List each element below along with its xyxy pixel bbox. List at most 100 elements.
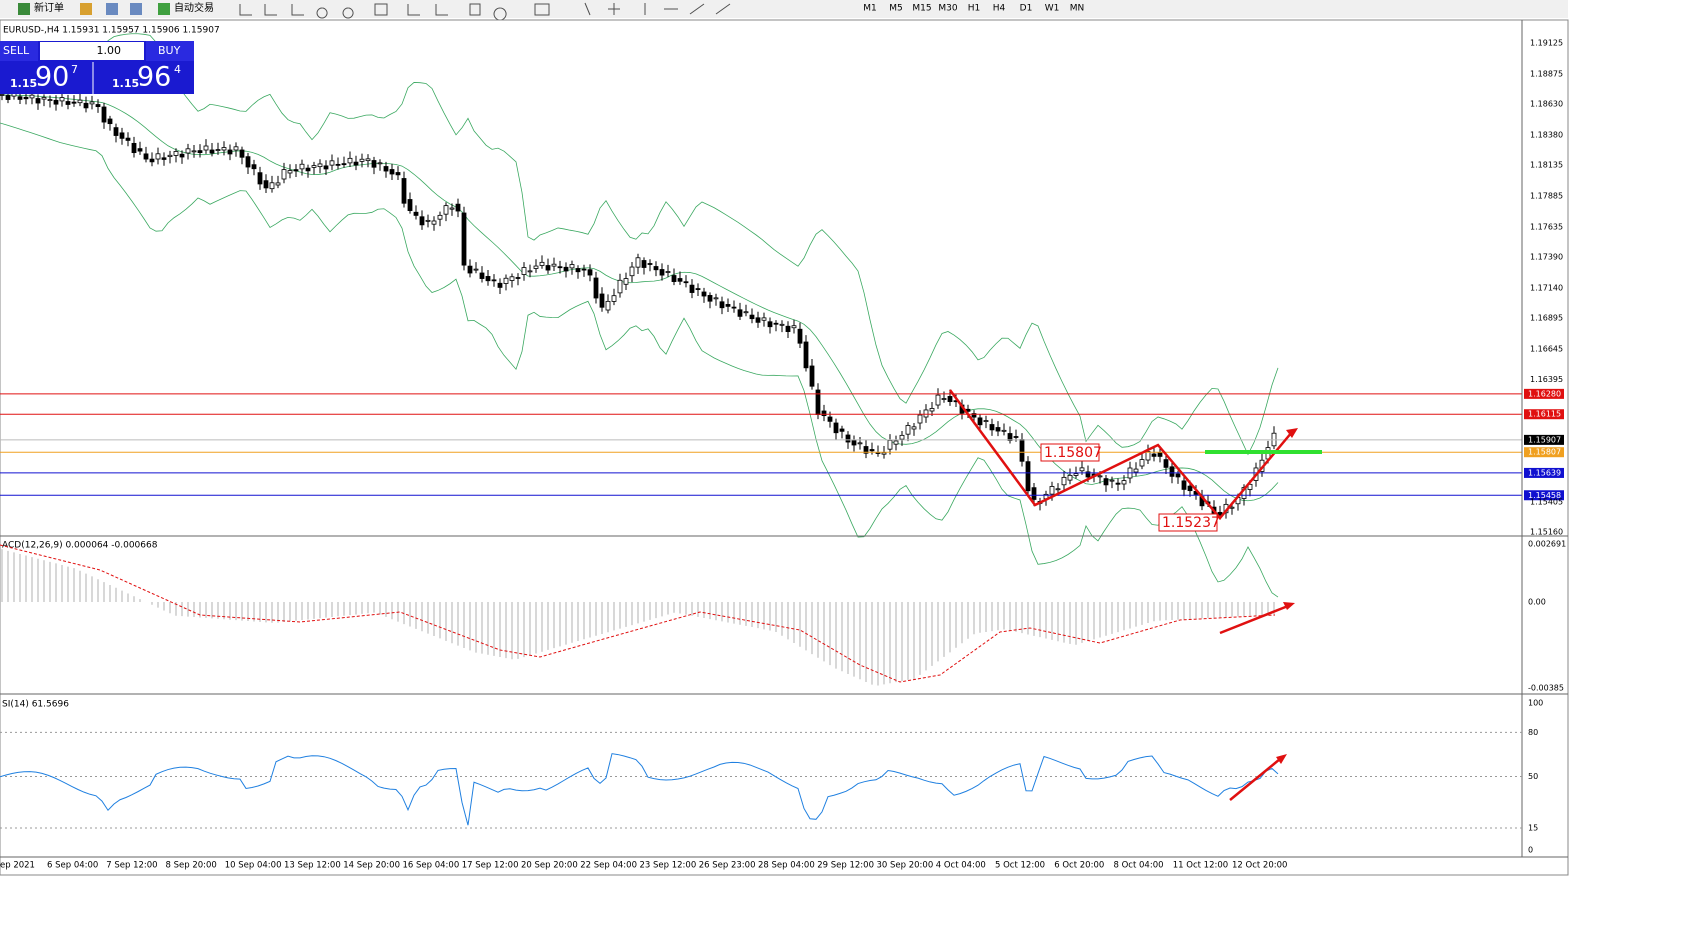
candle-body: [1175, 473, 1181, 478]
candle-body: [581, 268, 587, 271]
timeframe-button[interactable]: M15: [912, 4, 931, 14]
arrow-head: [1276, 754, 1287, 764]
candle-body: [503, 277, 509, 284]
time-tick-label: 4 Oct 04:00: [936, 861, 986, 871]
timeframe-button[interactable]: D1: [1020, 4, 1033, 14]
candle-body: [197, 150, 203, 154]
macd-arrow: [1219, 604, 1289, 635]
new-order-button[interactable]: 新订单: [34, 1, 64, 14]
candle-body: [731, 306, 737, 309]
timeframe-button[interactable]: H4: [993, 4, 1006, 14]
rsi-tick-label: 80: [1528, 728, 1538, 737]
timeframe-button[interactable]: M5: [889, 4, 903, 14]
candle-body: [629, 266, 635, 277]
price-tick-label: 1.17635: [1530, 222, 1563, 231]
candle-body: [65, 101, 71, 105]
bid-pips: 90: [35, 62, 69, 93]
candle-body: [461, 212, 467, 266]
timeframe-button[interactable]: M30: [938, 4, 957, 14]
timeframe-button[interactable]: M1: [863, 4, 877, 14]
timeframe-button[interactable]: H1: [968, 4, 981, 14]
icon: [106, 3, 118, 15]
price-tick-label: 1.18135: [1530, 161, 1563, 170]
candle-body: [257, 172, 263, 185]
candle-body: [287, 170, 293, 174]
candle-body: [713, 297, 719, 300]
time-tick-label: 8 Sep 20:00: [166, 861, 217, 871]
lot-value: 1.00: [97, 44, 122, 57]
time-tick-label: 23 Sep 12:00: [640, 861, 697, 871]
candle-body: [899, 434, 905, 440]
candle-body: [437, 214, 443, 220]
candle-body: [1055, 488, 1061, 491]
auto-trading-button[interactable]: 自动交易: [174, 1, 214, 14]
candle-body: [89, 101, 95, 105]
price-tick-label: 1.16395: [1530, 375, 1563, 384]
price-tick-label: 1.15405: [1530, 497, 1563, 506]
main-chart: EURUSD-,H4 1.15931 1.15957 1.15906 1.159…: [0, 26, 1564, 598]
candle-body: [71, 101, 77, 104]
candle-body: [1163, 459, 1169, 468]
candle-body: [77, 99, 83, 104]
trade-panel: SELL 1.00 BUY 1.15 90 7 1.15 96 4: [0, 41, 194, 94]
timeframe-button[interactable]: MN: [1070, 4, 1085, 14]
candle-body: [533, 265, 539, 269]
candle-body: [671, 275, 677, 282]
candle-body: [1049, 486, 1055, 495]
candle-body: [239, 149, 245, 158]
candle-body: [695, 288, 701, 290]
candle-body: [677, 278, 683, 282]
sell-button[interactable]: [0, 41, 38, 61]
time-tick-label: 29 Sep 12:00: [817, 861, 874, 871]
candle-body: [59, 97, 65, 102]
candle-body: [443, 205, 449, 215]
candle-body: [881, 452, 887, 455]
candle-body: [653, 266, 659, 271]
price-level-tag: [1524, 434, 1564, 445]
candle-body: [383, 166, 389, 172]
candle-body: [323, 165, 329, 170]
ask-point: 4: [174, 63, 181, 76]
time-tick-label: 22 Sep 04:00: [580, 861, 637, 871]
candle-body: [1097, 475, 1103, 478]
price-tick-label: 1.17140: [1530, 283, 1563, 292]
candle-body: [761, 317, 767, 321]
candle-body: [347, 157, 353, 164]
candle-body: [1247, 483, 1253, 490]
candle-body: [41, 97, 47, 100]
rsi-header: SI(14) 61.5696: [2, 700, 69, 710]
macd-tick-label: 0.00: [1528, 598, 1546, 607]
candle-body: [1031, 487, 1037, 500]
candle-body: [1229, 506, 1235, 509]
price-tick-label: 1.16895: [1530, 314, 1563, 323]
lot-input[interactable]: [40, 42, 144, 60]
candle-body: [113, 127, 119, 136]
candle-body: [179, 153, 185, 158]
icon: [80, 3, 92, 15]
candle-body: [1169, 466, 1175, 477]
rsi-line: [0, 753, 1279, 826]
candle-body: [23, 96, 29, 100]
candle-body: [833, 422, 839, 434]
candle-body: [809, 365, 815, 387]
candle-body: [263, 180, 269, 189]
price-tick-label: 1.15160: [1530, 528, 1563, 537]
price-tick-label: 1.18630: [1530, 100, 1563, 109]
candle-body: [275, 182, 281, 186]
candle-body: [845, 434, 851, 443]
candle-body: [335, 163, 341, 166]
price-level-tag: [1524, 467, 1564, 478]
candle-body: [779, 323, 785, 326]
toolbar: [0, 0, 1568, 18]
candle-body: [161, 157, 167, 160]
price-level-label: 1.15639: [1528, 468, 1561, 477]
candle-body: [821, 410, 827, 417]
candle-body: [719, 301, 725, 309]
bollinger-band: [0, 33, 1279, 456]
timeframe-button[interactable]: W1: [1045, 4, 1060, 14]
candle-body: [245, 156, 251, 168]
candle-body: [1217, 511, 1223, 516]
candle-body: [311, 165, 317, 168]
buy-button[interactable]: [146, 41, 194, 61]
